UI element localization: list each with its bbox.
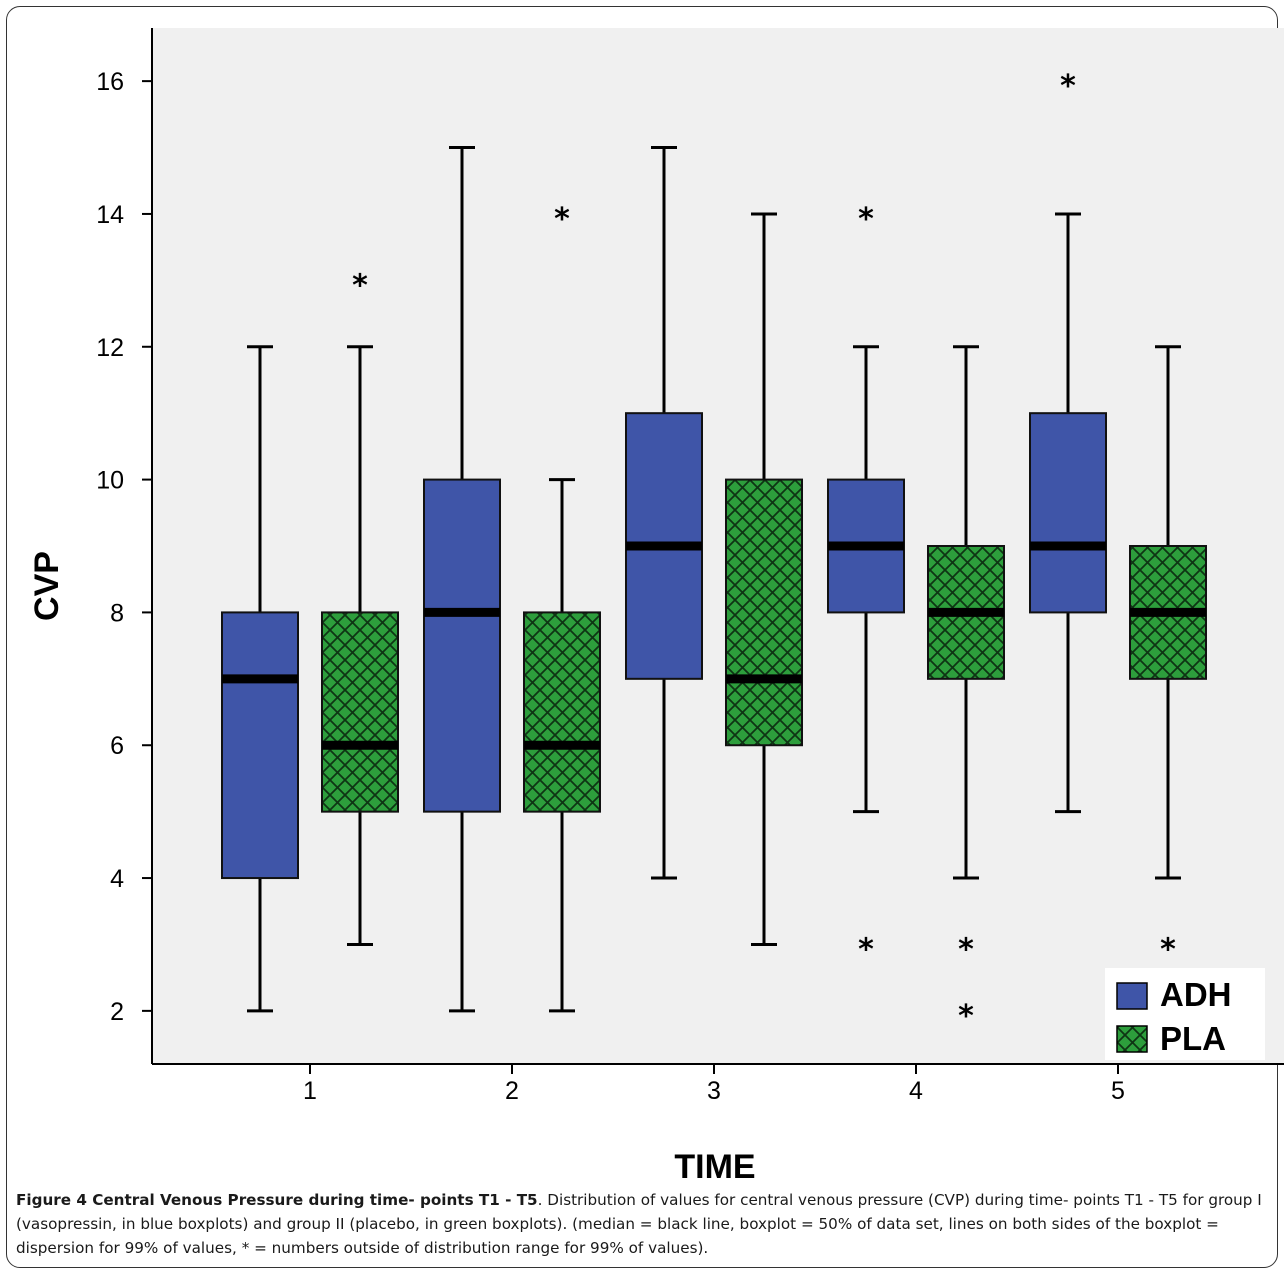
outlier-marker: * [352,268,368,303]
box-group-pla: * [321,268,399,946]
box-group-pla: * [523,202,601,1013]
box-group-pla [725,212,803,946]
box-group-adh [423,146,501,1013]
legend: ADH PLA [1105,968,1265,1060]
outlier-marker: * [554,202,570,237]
x-tick-label: 4 [909,1077,923,1105]
outlier-marker: * [1160,932,1176,967]
y-tick-label: 8 [110,599,124,627]
outlier-marker: * [858,932,874,967]
outlier-marker: * [858,202,874,237]
box-group-adh [625,146,703,880]
caption-text: . Distribution of values for central ven… [16,1191,1262,1257]
box-adh [423,478,501,813]
outlier-marker: * [1060,69,1076,104]
boxplot-series: ******** [221,69,1207,1034]
box-group-adh: ** [827,202,905,967]
y-axis-ticks: 2 4 6 8 10 12 14 16 [96,68,152,1026]
box-group-pla: ** [927,345,1005,1034]
y-tick-label: 12 [96,334,124,362]
legend-label-adh: ADH [1160,976,1232,1013]
y-tick-label: 16 [96,68,124,96]
y-axis-label: CVP [28,551,66,621]
y-tick-label: 14 [96,201,124,229]
box-pla [725,478,803,747]
box-pla [321,611,399,813]
box-adh [221,611,299,880]
x-axis-label: TIME [674,1148,755,1185]
plot-area [152,28,1284,1064]
x-tick-label: 3 [707,1077,721,1105]
box-group-adh: * [1029,69,1107,814]
box-group-pla: * [1129,345,1207,967]
outlier-marker: * [958,932,974,967]
x-tick-label: 5 [1111,1077,1125,1105]
legend-swatch-pla [1116,1025,1148,1053]
y-tick-label: 6 [110,732,124,760]
box-adh [1029,412,1107,614]
figure-caption: Figure 4 Central Venous Pressure during … [16,1188,1274,1260]
x-tick-label: 2 [505,1077,519,1105]
box-group-adh [221,345,299,1013]
caption-title: Figure 4 Central Venous Pressure during … [16,1191,538,1209]
legend-label-pla: PLA [1160,1020,1226,1057]
outlier-marker: * [958,999,974,1034]
legend-swatch-adh [1116,982,1148,1010]
x-tick-label: 1 [303,1077,317,1105]
y-tick-label: 2 [110,998,124,1026]
y-tick-label: 4 [110,865,124,893]
y-tick-label: 10 [96,467,124,495]
x-axis-ticks: 1 2 3 4 5 [303,1064,1125,1105]
box-pla [523,611,601,813]
